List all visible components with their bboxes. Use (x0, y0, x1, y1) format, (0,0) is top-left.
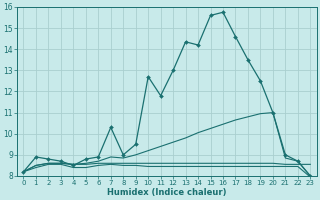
X-axis label: Humidex (Indice chaleur): Humidex (Indice chaleur) (107, 188, 227, 197)
